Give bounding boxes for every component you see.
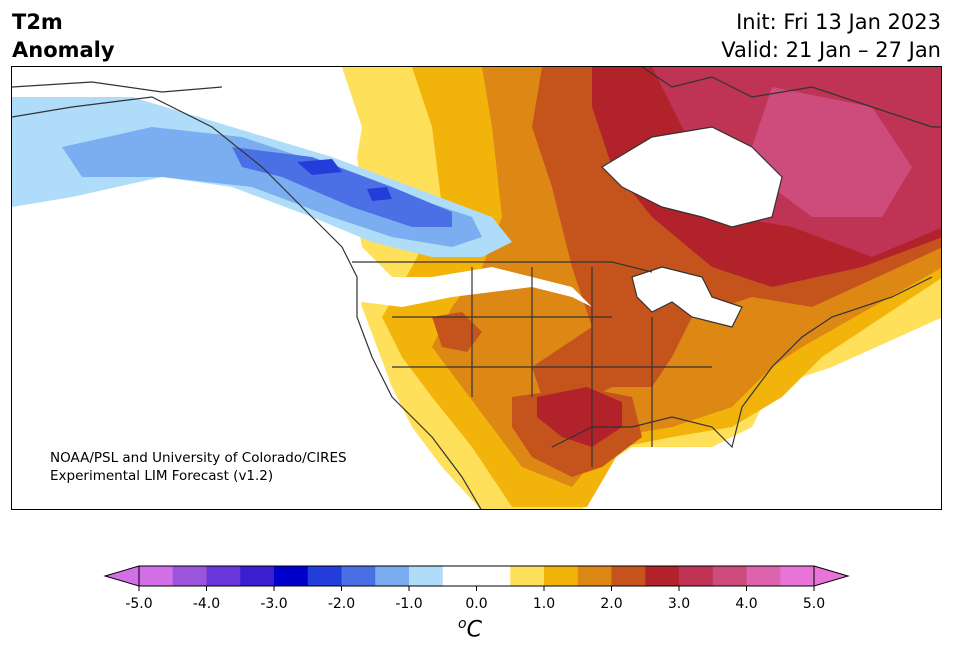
colorbar-swatch — [206, 566, 241, 586]
forecast-dates: Init: Fri 13 Jan 2023 Valid: 21 Jan – 27… — [721, 8, 941, 64]
great-lakes — [631, 266, 743, 328]
colorbar-swatch — [172, 566, 207, 586]
degree-symbol: o — [458, 616, 467, 632]
title-line-2: Anomaly — [12, 38, 115, 62]
title-line-1: T2m — [12, 10, 63, 34]
valid-date: Valid: 21 Jan – 27 Jan — [721, 38, 941, 62]
cool-anomaly-dark-blue-1 — [297, 159, 342, 175]
colorbar-swatch — [442, 566, 477, 586]
colorbar-swatch — [476, 566, 511, 586]
colorbar-tick-label: -4.0 — [193, 596, 220, 612]
colorbar-tick-label: -2.0 — [328, 596, 355, 612]
colorbar-swatch — [307, 566, 342, 586]
warm-anomaly-pink — [752, 87, 912, 217]
colorbar-swatch — [544, 566, 579, 586]
init-date: Init: Fri 13 Jan 2023 — [736, 10, 941, 34]
colorbar-swatch — [409, 566, 444, 586]
colorbar-swatch — [611, 566, 646, 586]
cool-anomaly-mid-blue — [232, 147, 452, 227]
colorbar-swatch — [240, 566, 275, 586]
credit-line-2: Experimental LIM Forecast (v1.2) — [50, 468, 274, 484]
colorbar-tick-label: -1.0 — [395, 596, 422, 612]
colorbar-swatch — [341, 566, 376, 586]
colorbar-swatch — [746, 566, 781, 586]
west-coast — [12, 96, 482, 509]
colorbar-tick-label: 3.0 — [668, 596, 690, 612]
gulf-east-coast — [551, 276, 933, 449]
credit-text: NOAA/PSL and University of Colorado/CIRE… — [50, 449, 347, 485]
cool-anomaly-dark-blue-2 — [367, 187, 392, 201]
colorbar-swatch — [274, 566, 309, 586]
hudson-bay-outline — [601, 126, 783, 228]
colorbar-swatch — [679, 566, 714, 586]
colorbar-unit: oC — [458, 616, 482, 642]
colorbar-under-arrow — [103, 565, 140, 587]
alaska-north — [12, 81, 223, 93]
anomaly-map-canvas — [12, 67, 941, 509]
colorbar-ticks: -5.0 -4.0 -3.0 -2.0 -1.0 0.0 1.0 2.0 3.0 4.0 5.0 — [125, 586, 825, 612]
colorbar-over-arrow — [813, 565, 850, 587]
credit-line-1: NOAA/PSL and University of Colorado/CIRE… — [50, 450, 347, 466]
colorbar-swatch — [712, 566, 747, 586]
colorbar-tick-label: 1.0 — [533, 596, 555, 612]
anomaly-map: NOAA/PSL and University of Colorado/CIRE… — [11, 66, 942, 510]
colorbar-tick-label: 4.0 — [735, 596, 757, 612]
coastlines-and-borders — [12, 67, 941, 509]
colorbar-swatch — [645, 566, 680, 586]
colorbar-tick-label: -5.0 — [125, 596, 152, 612]
colorbar-tick-label: 0.0 — [465, 596, 487, 612]
state-lines — [392, 267, 712, 467]
cool-anomaly-blue — [62, 127, 482, 247]
colorbar-swatch — [375, 566, 410, 586]
us-canada-border — [352, 261, 653, 273]
warm-anomaly-dark-orange-rockies — [432, 312, 482, 352]
colorbar: -5.0 -4.0 -3.0 -2.0 -1.0 0.0 1.0 2.0 3.0 4.0 5.0 — [103, 565, 850, 612]
plot-title: T2m Anomaly — [12, 8, 115, 64]
colorbar-tick-label: 2.0 — [600, 596, 622, 612]
canadian-arctic-islands — [641, 67, 941, 128]
colorbar-tick-label: -3.0 — [260, 596, 287, 612]
colorbar-swatch — [139, 566, 174, 586]
warm-anomaly-red-south — [537, 387, 622, 447]
colorbar-swatch — [780, 566, 815, 586]
colorbar-swatch — [577, 566, 612, 586]
unit-letter: C — [466, 617, 482, 643]
colorbar-swatch — [510, 566, 545, 586]
colorbar-swatches — [103, 565, 850, 587]
colorbar-tick-label: 5.0 — [803, 596, 825, 612]
